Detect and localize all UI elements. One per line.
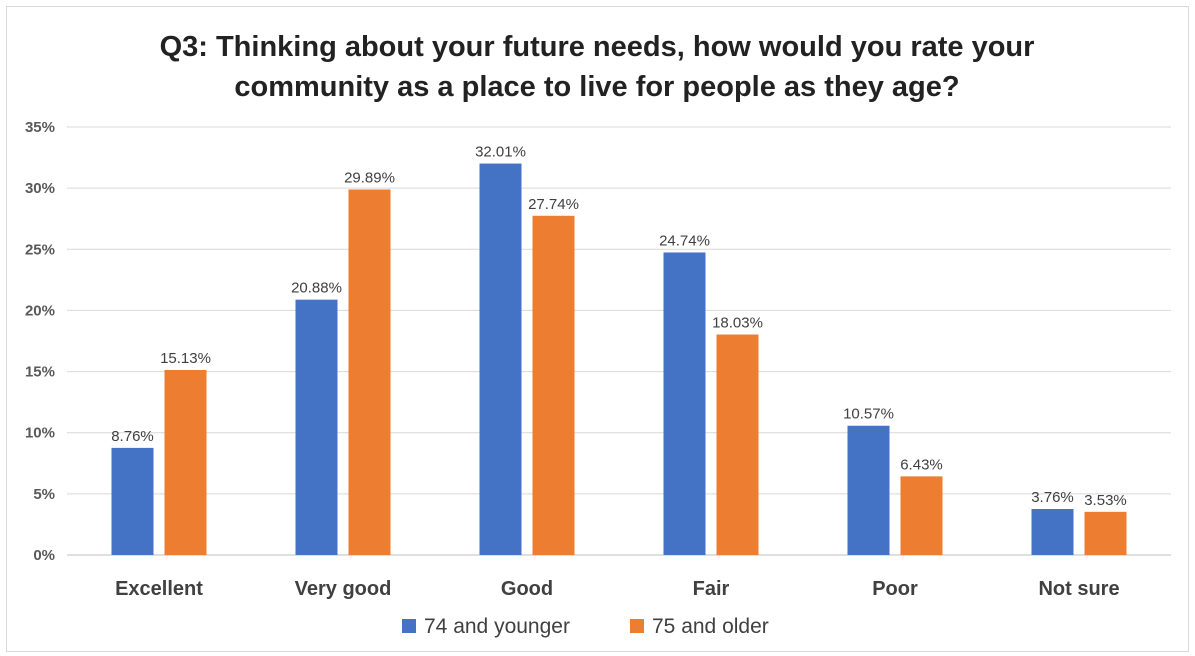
x-tick-label: Fair [693, 578, 730, 600]
data-label: 32.01% [475, 144, 526, 161]
data-label: 10.57% [843, 406, 894, 423]
y-tick-label: 30% [25, 180, 55, 197]
bar-series1 [663, 252, 706, 555]
data-label: 3.76% [1031, 489, 1074, 506]
bar-series2 [532, 215, 575, 556]
x-tick-label: Poor [872, 578, 918, 600]
data-label: 27.74% [528, 196, 579, 213]
legend-label: 75 and older [652, 615, 769, 638]
gridlines [67, 126, 1171, 556]
bar-series2 [716, 334, 759, 555]
data-labels: 8.76% 15.13% 20.88% 29.89% 32.01% 27.74% 24.74… [111, 144, 1127, 509]
data-label: 20.88% [291, 280, 342, 297]
chart-title-line-1: Q3: Thinking about your future needs, ho… [160, 31, 1035, 63]
data-label: 18.03% [712, 315, 763, 332]
legend: 74 and younger 75 and older [402, 615, 769, 638]
x-tick-label: Good [501, 578, 553, 600]
y-axis-ticks: 0% 5% 10% 15% 20% 25% 30% 35% [25, 119, 55, 564]
bar-series2 [348, 189, 391, 555]
x-axis-ticks: Excellent Very good Good Fair Poor Not sure [115, 578, 1119, 600]
bar-chart: Q3: Thinking about your future needs, ho… [25, 31, 1171, 638]
data-label: 6.43% [900, 456, 943, 473]
legend-label: 74 and younger [424, 615, 570, 638]
y-tick-label: 5% [33, 486, 55, 503]
y-tick-label: 35% [25, 119, 55, 136]
bar-series1 [295, 299, 338, 555]
chart-title-line-2: community as a place to live for people … [234, 71, 959, 103]
data-label: 29.89% [344, 169, 395, 186]
bar-series1 [479, 163, 522, 556]
data-label: 8.76% [111, 428, 154, 445]
y-tick-label: 20% [25, 302, 55, 319]
chart-frame: Q3: Thinking about your future needs, ho… [6, 6, 1189, 652]
y-tick-label: 15% [25, 364, 55, 381]
x-tick-label: Very good [295, 578, 392, 600]
y-tick-label: 0% [33, 547, 55, 564]
x-tick-label: Excellent [115, 578, 203, 600]
bar-series2 [1084, 511, 1127, 555]
legend-swatch [630, 619, 644, 633]
legend-swatch [402, 619, 416, 633]
data-label: 24.74% [659, 232, 710, 249]
x-tick-label: Not sure [1038, 578, 1119, 600]
bar-series1 [847, 425, 890, 555]
bar-series1 [1031, 509, 1074, 555]
y-tick-label: 10% [25, 425, 55, 442]
bar-series2 [900, 476, 943, 555]
bar-series1 [111, 447, 154, 555]
bars [111, 163, 1127, 556]
y-tick-label: 25% [25, 241, 55, 258]
data-label: 3.53% [1084, 492, 1127, 509]
bar-series2 [164, 369, 207, 555]
data-label: 15.13% [160, 350, 211, 367]
